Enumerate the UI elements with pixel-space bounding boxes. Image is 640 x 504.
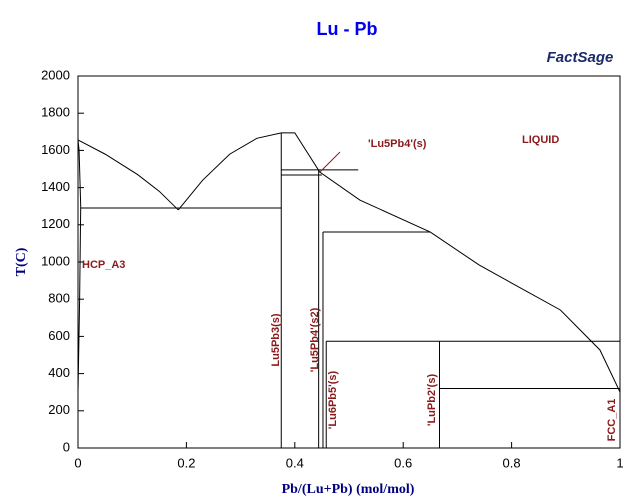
- y-tick-label: 1000: [41, 253, 70, 268]
- phase-label: LIQUID: [522, 134, 559, 146]
- x-tick-label: 0.6: [394, 455, 412, 470]
- phase-boundary: [177, 132, 621, 393]
- phase-label: HCP_A3: [82, 259, 125, 271]
- x-tick-label: 0.4: [286, 455, 304, 470]
- x-tick-label: 0: [74, 455, 81, 470]
- phase-label: 'LuPb2'(s): [426, 374, 438, 427]
- phase-label: 'Lu5Pb4'(s): [368, 138, 427, 150]
- y-tick-label: 400: [48, 365, 70, 380]
- phase-label: 'Lu5Pb4'(s2): [309, 307, 321, 372]
- y-tick-label: 1400: [41, 179, 70, 194]
- y-tick-label: 1600: [41, 142, 70, 157]
- y-tick-label: 200: [48, 402, 70, 417]
- label-pointer: [319, 151, 341, 173]
- logo: FactSage: [547, 49, 614, 66]
- phase-boundary: [77, 139, 179, 211]
- chart-title: Lu - Pb: [317, 19, 378, 39]
- phase-label: 'Lu6Pb5'(s): [327, 370, 339, 429]
- y-tick-label: 600: [48, 328, 70, 343]
- x-tick-label: 0.2: [177, 455, 195, 470]
- y-tick-label: 0: [63, 439, 70, 454]
- phase-label: Lu5Pb3(s): [270, 313, 282, 367]
- y-axis-label: T(C): [14, 247, 29, 276]
- y-tick-label: 1200: [41, 216, 70, 231]
- x-tick-label: 0.8: [503, 455, 521, 470]
- phase-label: FCC_A1: [606, 399, 618, 442]
- y-tick-label: 2000: [41, 67, 70, 82]
- y-tick-label: 1800: [41, 105, 70, 120]
- x-tick-label: 1: [616, 455, 623, 470]
- y-tick-label: 800: [48, 291, 70, 306]
- x-axis-label: Pb/(Lu+Pb) (mol/mol): [282, 482, 415, 497]
- phase-boundary: [77, 139, 82, 393]
- plot-frame: [77, 75, 621, 449]
